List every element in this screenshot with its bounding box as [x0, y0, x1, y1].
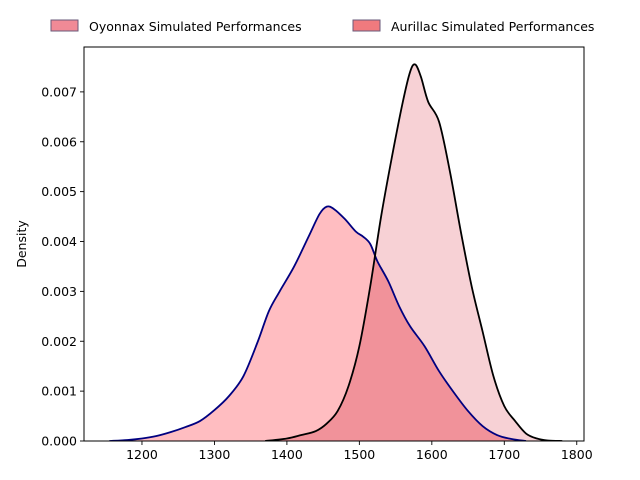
y-tick-label-7: 0.007 — [41, 84, 77, 99]
y-tick-label-0: 0.000 — [41, 434, 77, 449]
series-layer — [109, 63, 563, 441]
x-tick-label-1400: 1400 — [271, 447, 303, 462]
series-line-1 — [109, 205, 527, 441]
y-tick-label-6: 0.006 — [41, 134, 77, 149]
legend-swatch-2 — [352, 19, 381, 32]
x-tick-label-1600: 1600 — [416, 447, 448, 462]
y-tick-label-2: 0.002 — [41, 334, 77, 349]
legend-swatch-1 — [50, 19, 79, 32]
x-tick-label-1700: 1700 — [488, 447, 520, 462]
x-tick-label-1800: 1800 — [561, 447, 593, 462]
y-axis: 0.000 0.001 0.002 0.003 0.004 0.005 0.006 0.007 — [41, 84, 84, 449]
y-tick-label-1: 0.001 — [41, 384, 77, 399]
y-tick-label-4: 0.004 — [41, 234, 77, 249]
legend-label-1: Oyonnax Simulated Performances — [89, 19, 302, 34]
y-tick-label-3: 0.003 — [41, 284, 77, 299]
x-tick-label-1500: 1500 — [343, 447, 375, 462]
legend: Oyonnax Simulated Performances Aurillac S… — [50, 19, 594, 34]
legend-label-2: Aurillac Simulated Performances — [391, 19, 594, 34]
x-tick-label-1200: 1200 — [126, 447, 158, 462]
x-axis: 1200 1300 1400 1500 1600 1700 1800 — [126, 441, 593, 462]
y-tick-label-5: 0.005 — [41, 184, 77, 199]
plot-frame — [83, 46, 585, 442]
series-line-2 — [265, 63, 563, 441]
x-tick-label-1300: 1300 — [199, 447, 231, 462]
series-area-2 — [265, 64, 563, 441]
y-axis-title: Density — [14, 220, 29, 268]
